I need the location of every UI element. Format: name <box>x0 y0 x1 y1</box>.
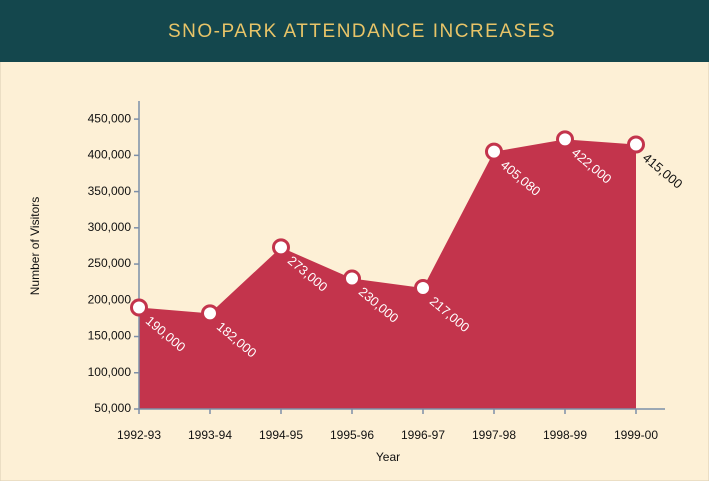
marker <box>485 142 503 161</box>
x-tick-label: 1996-97 <box>401 428 445 442</box>
y-tick-label: 250,000 <box>88 256 132 270</box>
marker <box>627 135 645 154</box>
marker <box>201 304 219 323</box>
marker <box>414 278 432 297</box>
y-axis-label: Number of Visitors <box>28 197 42 295</box>
y-tick-label: 400,000 <box>88 148 132 162</box>
x-tick-label: 1994-95 <box>259 428 303 442</box>
marker <box>272 238 290 257</box>
y-tick-label: 350,000 <box>88 184 132 198</box>
marker <box>343 269 361 288</box>
y-tick-label: 100,000 <box>88 365 132 379</box>
x-tick-label: 1997-98 <box>472 428 516 442</box>
x-axis-label: Year <box>376 450 400 464</box>
chart-title: SNO-PARK ATTENDANCE INCREASES <box>168 21 556 42</box>
x-tick-label: 1999-00 <box>614 428 658 442</box>
y-tick-label: 300,000 <box>88 220 132 234</box>
y-tick-label: 50,000 <box>94 401 131 415</box>
marker <box>130 298 148 317</box>
x-tick-label: 1992-93 <box>117 428 161 442</box>
marker <box>556 130 574 149</box>
header-bar <box>0 0 709 62</box>
y-tick-label: 150,000 <box>88 329 132 343</box>
x-tick-label: 1993-94 <box>188 428 232 442</box>
area <box>139 139 636 409</box>
y-tick-label: 200,000 <box>88 292 132 306</box>
y-tick-label: 450,000 <box>88 111 132 125</box>
x-tick-label: 1995-96 <box>330 428 374 442</box>
x-tick-label: 1998-99 <box>543 428 587 442</box>
